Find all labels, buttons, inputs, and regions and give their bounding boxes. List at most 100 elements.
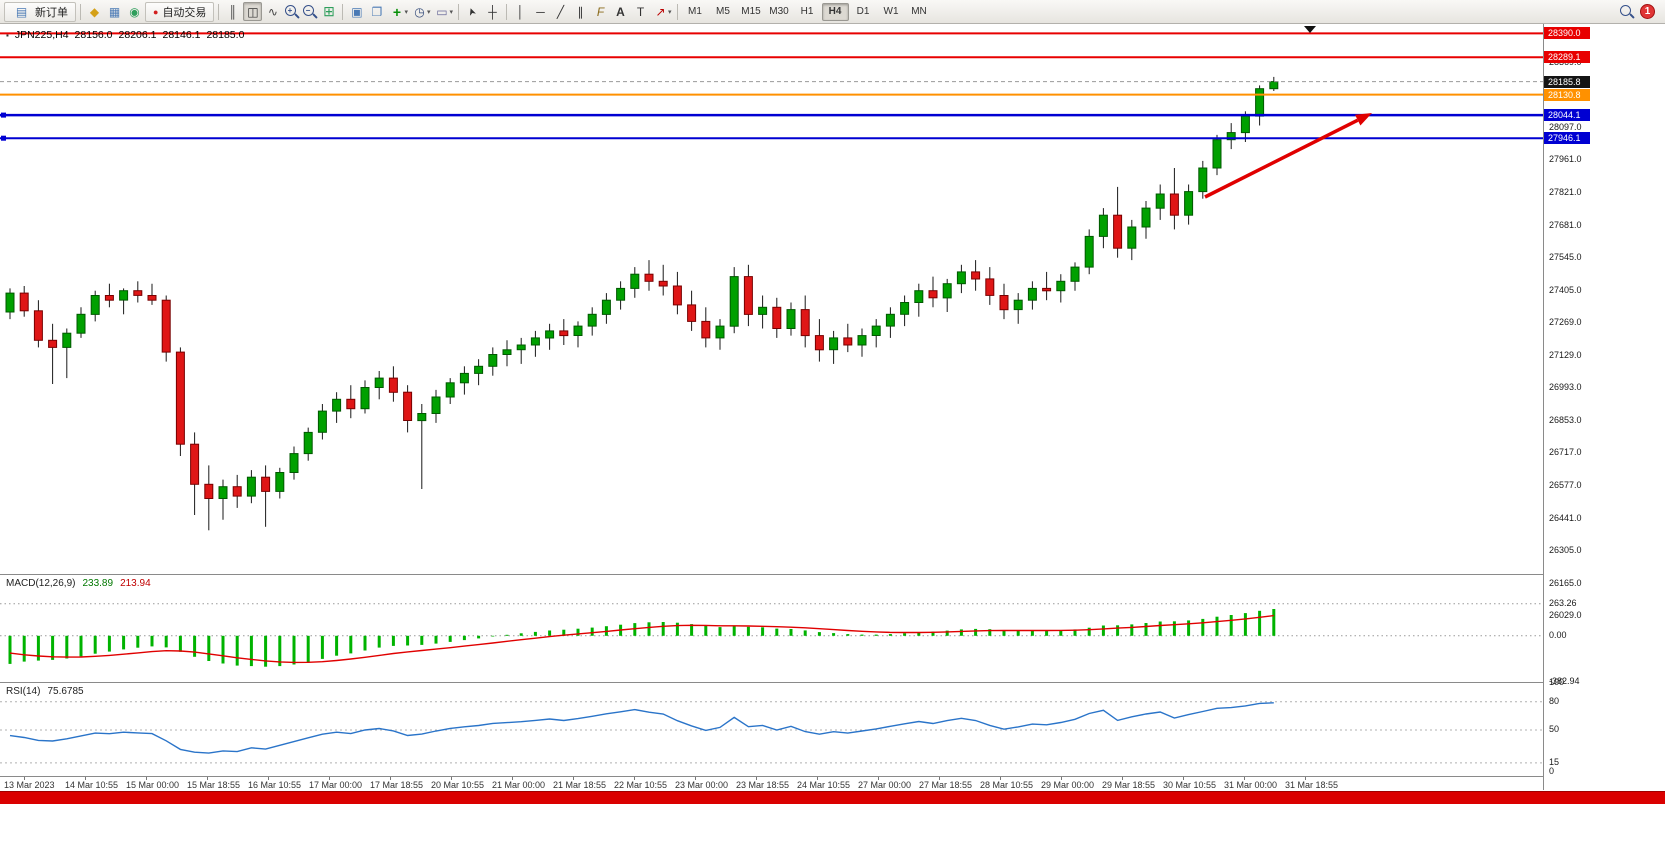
timeframe-clock-icon[interactable]: ◷: [414, 4, 425, 19]
candle: [445, 382, 455, 398]
candle: [1212, 139, 1222, 169]
arrows-tool-icon[interactable]: ↗: [655, 4, 666, 19]
candle: [90, 295, 100, 315]
chevron-down-icon[interactable]: ▾: [449, 8, 453, 16]
label-tool-icon[interactable]: T: [636, 4, 645, 19]
macd-axis-label: -382.94: [1549, 676, 1580, 686]
trendline-tool-icon[interactable]: ╱: [556, 4, 565, 19]
price-label: 26441.0: [1549, 513, 1582, 523]
time-label: 23 Mar 18:55: [736, 780, 790, 790]
chart-header: ▪ JPN225,H4 28156.0 28206.1 28146.1 2818…: [6, 29, 244, 41]
candle: [843, 337, 853, 346]
time-tick: [329, 777, 330, 780]
time-tick: [451, 777, 452, 780]
grid-icon[interactable]: ⊞: [323, 3, 335, 19]
vertical-line-tool-icon[interactable]: │: [516, 4, 525, 19]
price-axis[interactable]: 28369.028233.028097.027961.027821.027681…: [1543, 24, 1665, 790]
time-tick: [756, 777, 757, 780]
price-label: 27961.0: [1549, 154, 1582, 164]
macd-grid: [0, 603, 1543, 637]
new-order-button[interactable]: ▤ 新订单: [4, 1, 76, 22]
macd-main-value: 233.89: [82, 578, 114, 589]
timeframe-m30[interactable]: M30: [769, 6, 789, 17]
trend-arrow[interactable]: [1204, 113, 1372, 199]
time-tick: [1244, 777, 1245, 780]
time-label: 17 Mar 00:00: [309, 780, 363, 790]
line-handle[interactable]: [1, 112, 6, 118]
time-tick: [817, 777, 818, 780]
chevron-down-icon[interactable]: ▾: [426, 8, 431, 16]
timeframe-m1[interactable]: M1: [688, 6, 702, 17]
cursor-icon[interactable]: ➤: [465, 5, 480, 18]
fibonacci-tool-icon[interactable]: F: [596, 4, 605, 19]
macd-chart: [0, 603, 1543, 667]
time-axis[interactable]: 13 Mar 2023 14 Mar 10:55 15 Mar 00:00 15 Ma…: [0, 776, 1543, 791]
time-tick: [573, 777, 574, 780]
indicators-icon[interactable]: ▭: [436, 4, 448, 19]
candle: [62, 332, 72, 348]
candle: [1127, 226, 1137, 249]
search-icon[interactable]: [1618, 2, 1635, 21]
macd-axis-label: 263.26: [1549, 598, 1577, 608]
channel-tool-icon[interactable]: ∥: [577, 4, 584, 19]
bar-chart-icon[interactable]: ║: [228, 4, 238, 19]
history-center-icon[interactable]: ◆: [89, 4, 100, 19]
time-tick: [939, 777, 940, 780]
timeframe-m5[interactable]: M5: [716, 6, 730, 17]
time-tick: [24, 777, 25, 780]
candlestick-chart-icon[interactable]: ◫: [243, 2, 263, 21]
crosshair-icon[interactable]: ┼: [488, 4, 497, 19]
candle: [644, 273, 654, 282]
zoom-out-icon[interactable]: −: [301, 2, 318, 21]
rsi-value: 75.6785: [47, 686, 84, 697]
time-label: 21 Mar 00:00: [492, 780, 546, 790]
candle: [5, 292, 15, 313]
chart-symbol-period: JPN225,H4: [14, 29, 69, 41]
tile-windows-icon[interactable]: ▣: [351, 4, 363, 19]
rsi-axis-label: 50: [1549, 724, 1560, 734]
candle: [701, 320, 711, 339]
line-handle[interactable]: [1, 135, 6, 141]
timeframe-d1[interactable]: D1: [856, 6, 870, 17]
macd-pane[interactable]: MACD(12,26,9) 233.89 213.94: [0, 574, 1543, 681]
cascade-windows-icon[interactable]: ❐: [371, 4, 383, 19]
market-watch-icon[interactable]: ▦: [108, 4, 121, 19]
timeframe-mn[interactable]: MN: [911, 6, 927, 17]
text-tool-icon[interactable]: A: [616, 4, 625, 19]
horizontal-line-tool-icon[interactable]: ─: [536, 4, 545, 19]
chart-low: 28146.1: [162, 29, 201, 41]
horizontal-scrollbar[interactable]: [0, 791, 1665, 804]
timeframe-m15[interactable]: M15: [741, 6, 761, 17]
time-tick: [85, 777, 86, 780]
candle: [601, 299, 611, 315]
candle: [971, 271, 981, 280]
price-line-label: 28390.0: [1544, 27, 1590, 39]
candle: [658, 280, 668, 287]
timeframe-h1[interactable]: H1: [800, 6, 814, 17]
rsi-line: [9, 702, 1274, 754]
rsi-pane[interactable]: RSI(14) 75.6785: [0, 682, 1543, 776]
auto-trading-button[interactable]: ● 自动交易: [145, 1, 215, 22]
line-chart-icon[interactable]: ∿: [267, 4, 278, 19]
candle: [772, 306, 782, 329]
candle: [374, 377, 384, 389]
notification-badge[interactable]: 1: [1640, 4, 1655, 19]
chevron-down-icon[interactable]: ▾: [404, 8, 408, 16]
chevron-down-icon[interactable]: ▾: [667, 8, 672, 16]
price-label: 27129.0: [1549, 350, 1582, 360]
rsi-chart: [0, 701, 1543, 764]
time-label: 27 Mar 00:00: [858, 780, 912, 790]
zoom-in-icon[interactable]: +: [283, 2, 300, 21]
time-label: 21 Mar 18:55: [553, 780, 607, 790]
new-chart-icon[interactable]: +: [392, 3, 402, 20]
timeframe-w1[interactable]: W1: [883, 6, 899, 17]
price-line-label: 28130.8: [1544, 89, 1590, 101]
auto-trading-label: 自动交易: [162, 6, 207, 19]
timeframe-h4[interactable]: H4: [821, 2, 849, 21]
candle: [275, 472, 285, 492]
candle: [388, 377, 398, 393]
price-label: 27269.0: [1549, 317, 1582, 327]
navigator-icon[interactable]: ◉: [129, 4, 140, 19]
main-chart-pane[interactable]: ▪ JPN225,H4 28156.0 28206.1 28146.1 2818…: [0, 24, 1543, 574]
candle: [1013, 299, 1023, 311]
